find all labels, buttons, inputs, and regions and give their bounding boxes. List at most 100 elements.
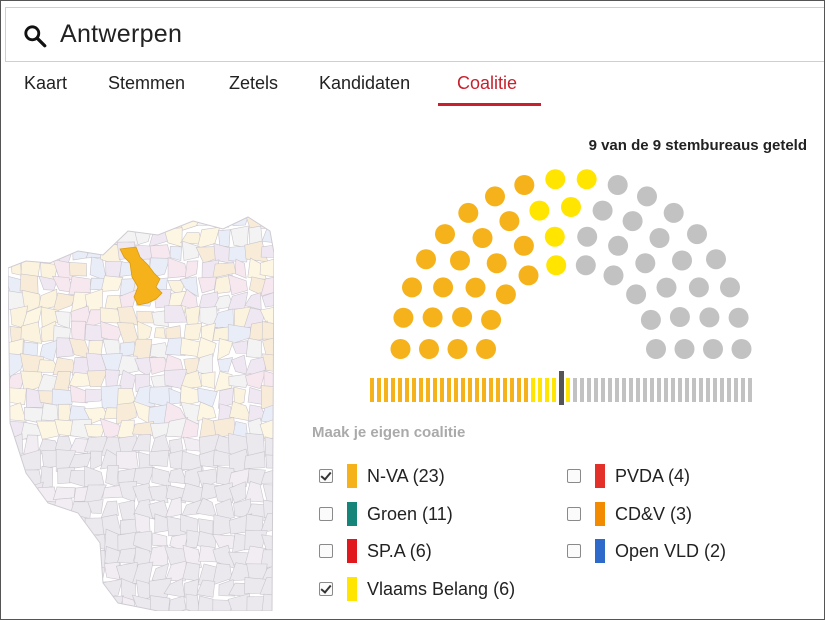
municipality-area[interactable] [137,320,153,343]
municipality-area[interactable] [8,565,28,585]
municipality-area[interactable] [227,274,248,296]
municipality-area[interactable] [51,388,75,406]
municipality-area[interactable] [8,245,27,259]
municipality-area[interactable] [8,486,25,500]
municipality-area[interactable] [52,497,75,516]
municipality-area[interactable] [56,515,75,536]
municipality-area[interactable] [115,450,139,471]
municipality-area[interactable] [148,484,169,504]
municipality-area[interactable] [86,369,108,388]
municipality-area[interactable] [25,593,39,610]
municipality-area[interactable] [84,593,106,611]
municipality-area[interactable] [26,387,43,408]
municipality-area[interactable] [8,499,24,517]
municipality-area[interactable] [185,593,200,611]
party-nva[interactable]: N-VA (23) [319,463,445,489]
party-vlaams-belang[interactable]: Vlaams Belang (6) [319,576,515,602]
municipality-area[interactable] [20,321,42,344]
municipality-area[interactable] [38,228,60,247]
municipality-area[interactable] [148,449,170,467]
municipality-area[interactable] [164,337,186,357]
tab-stemmen[interactable]: Stemmen [108,73,186,93]
tab-coalitie[interactable]: Coalitie [457,73,518,93]
municipality-area[interactable] [8,433,24,455]
municipality-area[interactable] [67,452,93,470]
municipality-area[interactable] [36,549,60,567]
municipality-area[interactable] [186,529,202,548]
municipality-area[interactable] [8,593,22,611]
municipality-area[interactable] [20,513,38,537]
municipality-area[interactable] [259,306,274,327]
municipality-area[interactable] [245,337,262,359]
municipality-area[interactable] [116,355,139,376]
municipality-area[interactable] [228,245,249,263]
party-cdv[interactable]: CD&V (3) [567,501,692,527]
municipality-area[interactable] [260,275,274,297]
municipality-area[interactable] [8,402,27,422]
municipality-area[interactable] [151,310,169,327]
municipality-area[interactable] [20,551,42,569]
municipality-area[interactable] [147,213,168,231]
municipality-area[interactable] [228,373,252,388]
municipality-area[interactable] [25,581,41,601]
municipality-area[interactable] [22,561,40,585]
municipality-area[interactable] [262,336,274,357]
municipality-area[interactable] [245,369,267,390]
search-icon[interactable] [22,23,48,49]
municipality-area[interactable] [151,467,172,488]
municipality-area[interactable] [21,213,43,231]
municipality-area[interactable] [168,595,187,611]
municipality-area[interactable] [24,528,43,551]
tab-kaart[interactable]: Kaart [24,73,68,93]
municipality-area[interactable] [168,387,181,405]
municipality-area[interactable] [20,503,40,516]
municipality-area[interactable] [100,275,124,292]
municipality-area[interactable] [89,533,106,550]
municipality-area[interactable] [8,387,27,406]
municipality-area[interactable] [163,227,183,248]
municipality-area[interactable] [179,370,203,390]
municipality-area[interactable] [36,420,61,440]
municipality-area[interactable] [118,499,136,521]
municipality-area[interactable] [8,548,28,567]
party-checkbox[interactable] [319,582,333,596]
municipality-area[interactable] [90,450,103,471]
municipality-area[interactable] [36,534,61,550]
municipality-area[interactable] [36,514,58,535]
municipality-area[interactable] [183,323,203,340]
municipality-area[interactable] [53,529,75,552]
municipality-area[interactable] [198,518,214,536]
municipality-area[interactable] [152,532,168,547]
municipality-area[interactable] [69,262,88,277]
municipality-area[interactable] [69,598,85,611]
municipality-area[interactable] [212,599,233,611]
municipality-area[interactable] [133,215,156,233]
party-checkbox[interactable] [319,507,333,521]
municipality-area[interactable] [169,246,182,262]
municipality-area[interactable] [247,468,266,486]
party-checkbox[interactable] [567,507,581,521]
municipality-area[interactable] [8,530,26,553]
municipality-area[interactable] [8,469,28,488]
municipality-area[interactable] [39,578,58,600]
party-checkbox[interactable] [567,469,581,483]
municipality-area[interactable] [71,224,91,247]
municipality-area[interactable] [103,561,120,580]
municipality-area[interactable] [227,291,249,310]
party-checkbox[interactable] [319,469,333,483]
municipality-area[interactable] [8,517,26,537]
municipality-area[interactable] [265,454,274,469]
municipality-area[interactable] [55,578,71,602]
municipality-area[interactable] [55,225,77,248]
municipality-area[interactable] [8,213,24,233]
municipality-area[interactable] [153,327,166,339]
municipality-map[interactable] [8,213,274,611]
municipality-area[interactable] [260,467,274,484]
municipality-area[interactable] [22,242,41,263]
municipality-area[interactable] [180,418,199,439]
municipality-area[interactable] [36,213,60,234]
municipality-area[interactable] [100,500,119,518]
municipality-area[interactable] [181,240,200,261]
municipality-area[interactable] [67,544,91,569]
municipality-area[interactable] [196,401,217,421]
